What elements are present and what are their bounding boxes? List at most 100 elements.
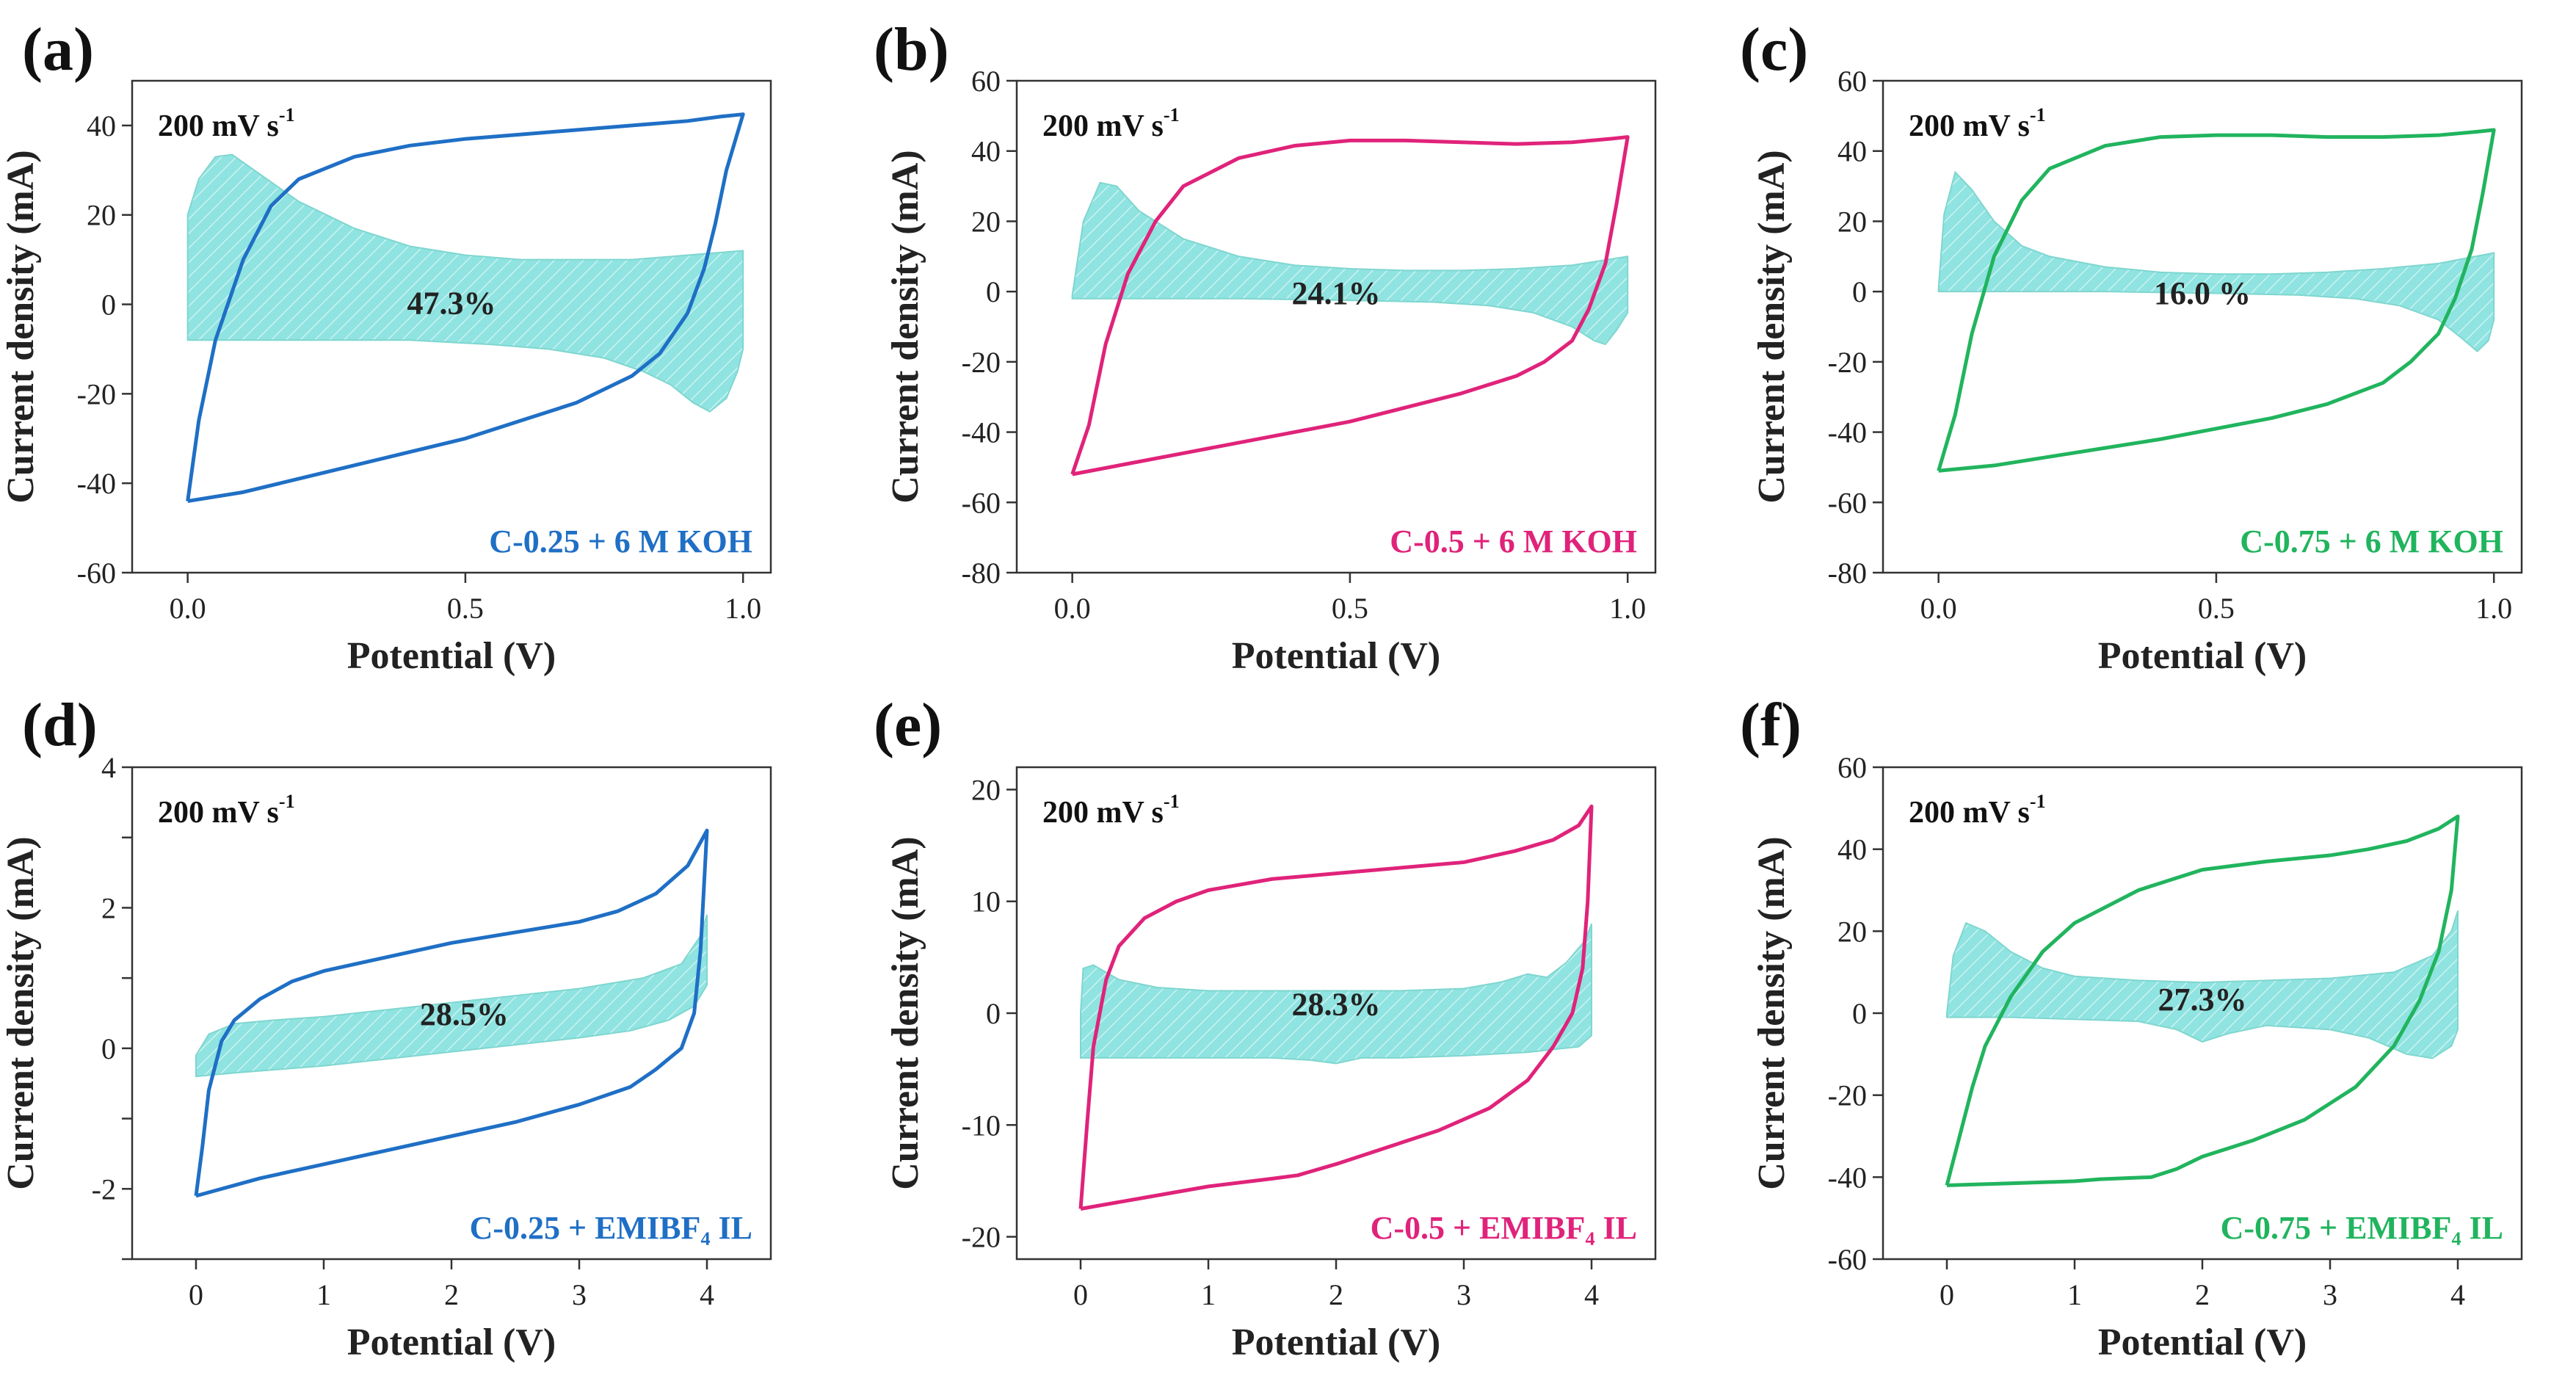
- cv-curve: [1937, 128, 2496, 473]
- panel-label: (d): [22, 691, 98, 759]
- y-tick-label: 40: [87, 109, 116, 142]
- x-tick-label: 0: [1940, 1278, 1954, 1311]
- x-tick-label: 3: [572, 1278, 587, 1311]
- x-tick-label: 1.0: [725, 592, 761, 625]
- x-tick-label: 3: [2323, 1278, 2337, 1311]
- y-tick-label: 60: [1837, 65, 1867, 98]
- sample-legend: C-0.75 + 6 M KOH: [2240, 523, 2503, 559]
- panel-b: -80 -60 -40 -20 0 20 40 60 0.0 0.5 1.0 Potential (V…: [874, 15, 1657, 677]
- y-tick-label: 20: [971, 773, 1001, 806]
- y-tick-label: 20: [87, 199, 116, 232]
- capacitive-percentage-label: 24.1%: [1292, 275, 1381, 311]
- x-tick-label: 0.5: [2198, 592, 2235, 625]
- y-axis-label: Current density (mA): [0, 836, 42, 1189]
- panel-label: (c): [1740, 15, 1808, 84]
- capacitive-contribution-area: [186, 153, 744, 413]
- panel-label: (a): [22, 15, 94, 84]
- cv-curve: [1945, 814, 2460, 1187]
- y-tick-label: -60: [962, 486, 1001, 519]
- y-tick-label: 0: [101, 289, 116, 322]
- scan-rate-label: 200 mV s-1: [1042, 791, 1180, 830]
- y-tick-label: 0: [1852, 275, 1867, 308]
- panel-a: -60 -40 -20 0 20 40 0.0 0.5 1.0 Potential (V) Curr…: [0, 15, 772, 677]
- y-tick-label: -20: [1828, 346, 1867, 379]
- plot-frame: [1015, 79, 1657, 574]
- capacitive-percentage-label: 28.5%: [420, 996, 509, 1032]
- x-axis-label: Potential (V): [2098, 635, 2307, 677]
- plot-frame: [131, 79, 772, 574]
- x-axis-label: Potential (V): [1232, 1322, 1440, 1363]
- y-tick-label: 4: [101, 751, 116, 784]
- y-tick-label: -80: [1828, 557, 1867, 590]
- y-axis-label: Current density (mA): [885, 150, 926, 503]
- y-tick-label: -60: [77, 557, 116, 590]
- y-axis-label: Current density (mA): [1751, 150, 1793, 503]
- scan-rate-label: 200 mV s-1: [1909, 104, 2046, 143]
- y-tick-label: -60: [1828, 486, 1867, 519]
- x-axis-label: Potential (V): [2098, 1322, 2307, 1363]
- scan-rate-exponent: -1: [2030, 791, 2046, 812]
- y-axis-label: Current density (mA): [885, 836, 926, 1189]
- cv-curve: [1070, 135, 1630, 476]
- x-axis-label: Potential (V): [347, 1322, 556, 1363]
- scan-rate-label: 200 mV s-1: [1042, 104, 1180, 143]
- x-tick-label: 0: [1073, 1278, 1088, 1311]
- capacitive-contribution-area: [1937, 170, 2495, 352]
- y-tick-label: 60: [1837, 751, 1867, 784]
- x-tick-label: 2: [1329, 1278, 1343, 1311]
- panel-e: -20 -10 0 10 20 0 1 2 3 4 Potential (V) Current den…: [874, 691, 1657, 1363]
- x-tick-label: 4: [1584, 1278, 1599, 1311]
- x-tick-label: 3: [1456, 1278, 1471, 1311]
- sample-legend: C-0.25 + 6 M KOH: [489, 523, 752, 559]
- x-tick-label: 2: [2195, 1278, 2210, 1311]
- panel-label: (b): [874, 15, 949, 84]
- cv-curve: [186, 112, 745, 504]
- x-tick-label: 4: [2450, 1278, 2465, 1311]
- panel-c: -80 -60 -40 -20 0 20 40 60 0.0 0.5 1.0 Potential (V…: [1740, 15, 2523, 677]
- capacitive-contribution-area: [1946, 910, 2459, 1059]
- sample-legend: C-0.5 + 6 M KOH: [1390, 523, 1637, 559]
- scan-rate-label: 200 mV s-1: [1909, 791, 2046, 830]
- y-axis-label: Current density (mA): [1751, 836, 1793, 1189]
- y-tick-label: 40: [1837, 833, 1867, 866]
- y-tick-label: -40: [962, 416, 1001, 449]
- scan-rate-exponent: -1: [279, 104, 295, 126]
- panel-label: (e): [874, 691, 942, 759]
- scan-rate-label: 200 mV s-1: [158, 791, 295, 830]
- y-tick-label: 40: [971, 135, 1001, 168]
- cv-curve: [194, 828, 709, 1198]
- capacitive-percentage-label: 47.3%: [407, 286, 496, 322]
- capacitive-percentage-label: 27.3%: [2158, 982, 2247, 1018]
- scan-rate-exponent: -1: [1164, 104, 1180, 126]
- plot-frame: [1882, 79, 2523, 574]
- y-tick-label: -20: [77, 377, 116, 410]
- y-tick-label: -20: [962, 1221, 1001, 1254]
- y-tick-label: 20: [1837, 915, 1867, 948]
- y-tick-label: -10: [962, 1109, 1001, 1142]
- x-tick-label: 0.0: [170, 592, 206, 625]
- y-tick-label: 40: [1837, 135, 1867, 168]
- y-tick-label: 20: [1837, 205, 1867, 238]
- x-tick-label: 0.5: [1332, 592, 1368, 625]
- scan-rate-exponent: -1: [279, 791, 295, 812]
- y-tick-label: -40: [1828, 1161, 1867, 1194]
- y-tick-label: 0: [986, 275, 1001, 308]
- x-tick-label: 1: [2067, 1278, 2082, 1311]
- y-tick-label: 2: [101, 891, 116, 924]
- y-tick-label: -40: [1828, 416, 1867, 449]
- x-tick-label: 1: [316, 1278, 331, 1311]
- cv-curve: [1078, 804, 1594, 1211]
- capacitive-percentage-label: 16.0 %: [2154, 275, 2251, 311]
- panel-d: -2 0 2 4 0 1 2 3 4 Potential (V) Current density (…: [0, 691, 772, 1363]
- y-tick-label: -60: [1828, 1243, 1867, 1276]
- y-tick-label: 10: [971, 885, 1001, 918]
- y-tick-label: 60: [971, 65, 1001, 98]
- x-axis-label: Potential (V): [1232, 635, 1440, 677]
- y-tick-label: -2: [92, 1172, 116, 1206]
- x-tick-label: 0: [189, 1278, 203, 1311]
- capacitive-contribution-area: [1071, 181, 1629, 346]
- y-tick-label: -20: [1828, 1079, 1867, 1112]
- x-tick-label: 2: [444, 1278, 459, 1311]
- capacitive-percentage-label: 28.3%: [1292, 987, 1381, 1023]
- scan-rate-label: 200 mV s-1: [158, 104, 295, 143]
